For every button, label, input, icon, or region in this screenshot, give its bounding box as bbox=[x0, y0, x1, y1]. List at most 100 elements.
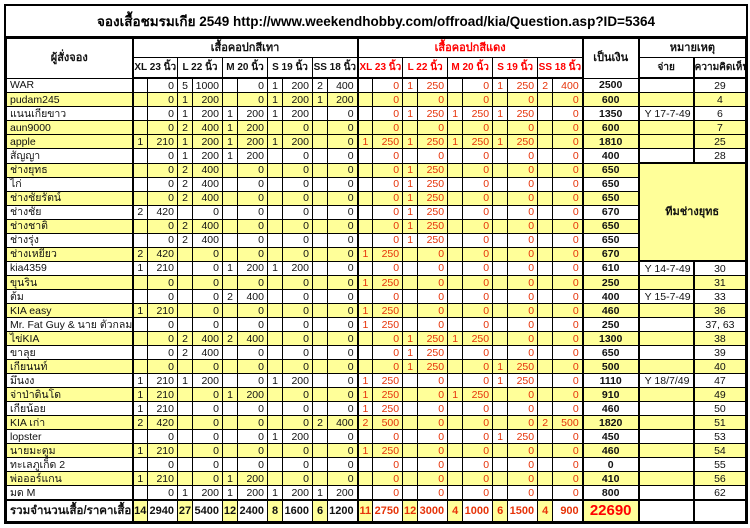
gray-amount-cell[interactable]: 0 bbox=[192, 303, 223, 318]
gray-qty-cell[interactable] bbox=[222, 275, 238, 290]
money-total-cell[interactable]: 670 bbox=[581, 246, 640, 262]
red-amount-cell[interactable]: 0 bbox=[552, 303, 584, 318]
gray-qty-cell[interactable] bbox=[267, 148, 283, 164]
red-amount-cell[interactable]: 0 bbox=[462, 289, 494, 304]
gray-amount-cell[interactable]: 0 bbox=[237, 303, 268, 318]
gray-amount-cell[interactable]: 0 bbox=[326, 331, 359, 346]
red-amount-cell[interactable]: 250 bbox=[372, 373, 404, 388]
gray-amount-cell[interactable]: 0 bbox=[282, 345, 313, 360]
gray-qty-cell[interactable] bbox=[131, 176, 148, 192]
orderer-name-cell[interactable]: เกียน้อย bbox=[6, 401, 133, 416]
red-amount-cell[interactable]: 0 bbox=[552, 275, 584, 290]
red-amount-cell[interactable]: 250 bbox=[507, 373, 539, 388]
red-amount-cell[interactable]: 250 bbox=[372, 275, 404, 290]
red-amount-cell[interactable]: 0 bbox=[507, 162, 539, 178]
gray-qty-cell[interactable] bbox=[312, 204, 328, 220]
gray-amount-cell[interactable]: 200 bbox=[282, 92, 313, 107]
gray-qty-cell[interactable] bbox=[267, 246, 283, 262]
red-qty-cell[interactable] bbox=[356, 106, 374, 121]
red-amount-cell[interactable]: 0 bbox=[552, 345, 584, 360]
red-total-amount-cell[interactable]: 1500 bbox=[507, 499, 539, 522]
money-total-cell[interactable]: 650 bbox=[581, 162, 640, 178]
red-qty-cell[interactable]: 1 bbox=[492, 106, 509, 121]
red-amount-cell[interactable]: 0 bbox=[462, 176, 494, 192]
red-qty-cell[interactable] bbox=[492, 92, 509, 107]
comment-no-cell[interactable]: 36 bbox=[692, 303, 747, 318]
red-qty-cell[interactable] bbox=[447, 401, 464, 416]
red-qty-cell[interactable]: 1 bbox=[447, 387, 464, 402]
gray-amount-cell[interactable]: 200 bbox=[192, 92, 223, 107]
gray-qty-cell[interactable]: 1 bbox=[267, 373, 283, 388]
red-amount-cell[interactable]: 0 bbox=[507, 401, 539, 416]
red-amount-cell[interactable]: 250 bbox=[417, 176, 449, 192]
gray-qty-cell[interactable]: 1 bbox=[222, 260, 238, 276]
red-amount-cell[interactable]: 0 bbox=[417, 317, 449, 332]
money-total-cell[interactable]: 500 bbox=[581, 359, 640, 374]
red-amount-cell[interactable]: 250 bbox=[372, 134, 404, 149]
red-amount-cell[interactable]: 0 bbox=[462, 190, 494, 206]
red-qty-cell[interactable] bbox=[537, 232, 554, 248]
gray-amount-cell[interactable]: 400 bbox=[192, 176, 223, 192]
orderer-name-cell[interactable]: WAR bbox=[6, 77, 133, 93]
red-amount-cell[interactable]: 0 bbox=[552, 387, 584, 402]
gray-amount-cell[interactable]: 200 bbox=[237, 471, 268, 486]
red-amount-cell[interactable]: 0 bbox=[417, 275, 449, 290]
red-qty-cell[interactable]: 2 bbox=[537, 77, 554, 93]
gray-amount-cell[interactable]: 1000 bbox=[192, 77, 223, 93]
red-amount-cell[interactable]: 0 bbox=[462, 443, 494, 458]
gray-amount-cell[interactable]: 0 bbox=[282, 443, 313, 458]
gray-amount-cell[interactable]: 0 bbox=[237, 275, 268, 290]
red-total-qty-cell[interactable]: 6 bbox=[492, 499, 509, 522]
red-amount-cell[interactable]: 0 bbox=[372, 190, 404, 206]
red-qty-cell[interactable] bbox=[447, 289, 464, 304]
red-qty-cell[interactable] bbox=[356, 176, 374, 192]
red-amount-cell[interactable]: 0 bbox=[372, 106, 404, 121]
red-qty-cell[interactable]: 2 bbox=[537, 415, 554, 430]
total-comment-cell[interactable] bbox=[692, 499, 747, 522]
red-amount-cell[interactable]: 0 bbox=[462, 92, 494, 107]
red-qty-cell[interactable] bbox=[492, 120, 509, 135]
gray-amount-cell[interactable]: 210 bbox=[147, 303, 178, 318]
paid-cell[interactable] bbox=[637, 317, 695, 332]
red-qty-cell[interactable] bbox=[402, 471, 419, 486]
gray-qty-cell[interactable] bbox=[312, 331, 328, 346]
gray-amount-cell[interactable]: 200 bbox=[282, 373, 313, 388]
red-qty-cell[interactable] bbox=[402, 260, 419, 276]
gray-qty-cell[interactable] bbox=[222, 359, 238, 374]
red-qty-cell[interactable] bbox=[537, 176, 554, 192]
red-qty-cell[interactable] bbox=[447, 275, 464, 290]
gray-qty-cell[interactable] bbox=[267, 275, 283, 290]
gray-amount-cell[interactable]: 0 bbox=[282, 303, 313, 318]
gray-qty-cell[interactable] bbox=[131, 485, 148, 501]
red-qty-cell[interactable] bbox=[537, 429, 554, 444]
red-qty-cell[interactable] bbox=[447, 415, 464, 430]
gray-qty-cell[interactable] bbox=[312, 457, 328, 472]
red-amount-cell[interactable]: 250 bbox=[417, 331, 449, 346]
gray-qty-cell[interactable] bbox=[312, 275, 328, 290]
red-amount-cell[interactable]: 250 bbox=[507, 134, 539, 149]
red-amount-cell[interactable]: 250 bbox=[507, 429, 539, 444]
gray-qty-cell[interactable] bbox=[222, 218, 238, 234]
gray-amount-cell[interactable]: 200 bbox=[326, 92, 359, 107]
gray-qty-cell[interactable]: 1 bbox=[177, 148, 193, 164]
gray-amount-cell[interactable]: 0 bbox=[147, 359, 178, 374]
gray-qty-cell[interactable]: 1 bbox=[177, 134, 193, 149]
paid-cell[interactable]: Y 17-7-49 bbox=[637, 106, 695, 121]
red-amount-cell[interactable]: 0 bbox=[372, 92, 404, 107]
gray-amount-cell[interactable]: 0 bbox=[282, 162, 313, 178]
gray-qty-cell[interactable] bbox=[222, 92, 238, 107]
red-qty-cell[interactable] bbox=[356, 120, 374, 135]
red-amount-cell[interactable]: 0 bbox=[507, 471, 539, 486]
gray-amount-cell[interactable]: 0 bbox=[326, 373, 359, 388]
gray-amount-cell[interactable]: 0 bbox=[326, 148, 359, 164]
gray-qty-cell[interactable] bbox=[267, 401, 283, 416]
gray-amount-cell[interactable]: 210 bbox=[147, 260, 178, 276]
red-qty-cell[interactable] bbox=[537, 457, 554, 472]
red-amount-cell[interactable]: 250 bbox=[372, 303, 404, 318]
gray-qty-cell[interactable]: 1 bbox=[267, 106, 283, 121]
red-amount-cell[interactable]: 0 bbox=[507, 303, 539, 318]
gray-qty-cell[interactable] bbox=[177, 204, 193, 220]
orderer-name-cell[interactable]: kia4359 bbox=[6, 260, 133, 276]
red-amount-cell[interactable]: 0 bbox=[417, 120, 449, 135]
orderer-name-cell[interactable]: KIA easy bbox=[6, 303, 133, 318]
